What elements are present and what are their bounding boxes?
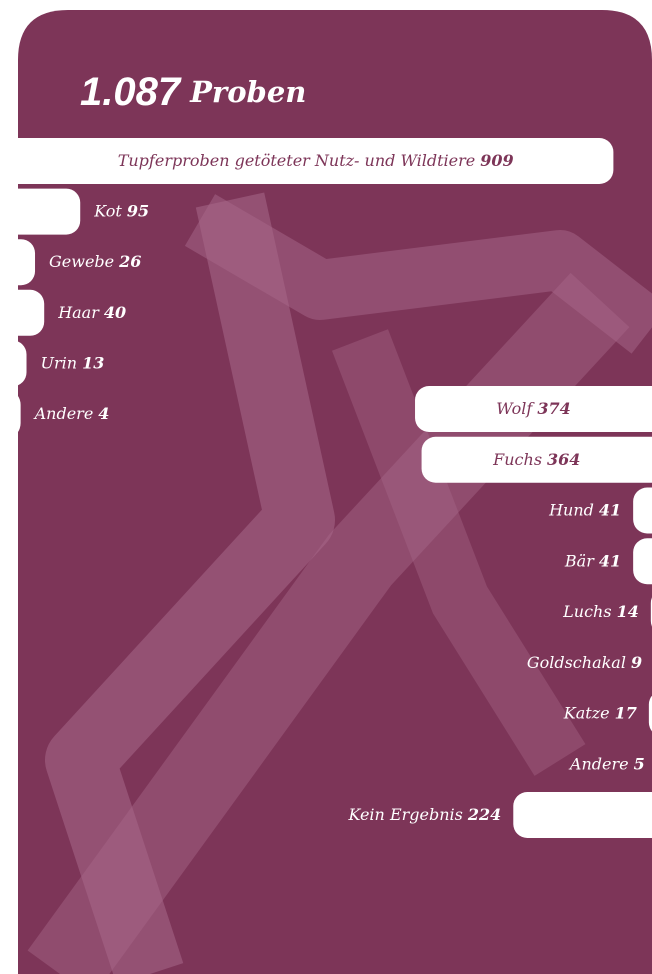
value-label: 14 <box>617 602 639 621</box>
bar-label: Fuchs 364 <box>492 449 580 468</box>
infographic: 1.087 Proben Tupferproben getöteter Nutz… <box>0 0 652 974</box>
category-label: Kot <box>93 201 122 220</box>
value-label: 909 <box>480 151 513 170</box>
bar <box>0 239 35 285</box>
bar <box>0 340 27 386</box>
category-label: Fuchs <box>492 449 542 468</box>
bar-label: Andere 5 <box>568 754 645 773</box>
bar <box>633 488 652 534</box>
value-label: 224 <box>467 805 501 824</box>
value-label: 364 <box>547 449 580 468</box>
total: 1.087 <box>80 70 182 114</box>
category-label: Tupferproben getöteter Nutz- und Wildtie… <box>118 151 476 170</box>
bar <box>0 290 44 336</box>
bar <box>513 792 652 838</box>
category-label: Goldschakal <box>527 652 626 671</box>
category-label: Luchs <box>562 602 611 621</box>
bar-label: Katze 17 <box>563 703 637 722</box>
category-label: Katze <box>563 703 610 722</box>
bar-label: Goldschakal 9 <box>527 652 642 671</box>
value-label: 4 <box>98 404 109 423</box>
value-label: 5 <box>634 754 645 773</box>
value-label: 40 <box>104 302 126 321</box>
category-label: Andere <box>33 404 94 423</box>
value-label: 41 <box>599 500 621 519</box>
bar <box>415 386 652 432</box>
value-label: 26 <box>118 252 141 271</box>
title: 1.087 Proben <box>80 70 306 114</box>
value-label: 9 <box>631 652 642 671</box>
value-label: 41 <box>599 551 621 570</box>
category-label: Hund <box>548 500 594 519</box>
category-label: Kein Ergebnis <box>347 805 462 824</box>
value-label: 374 <box>537 399 570 418</box>
category-label: Urin <box>41 353 78 372</box>
category-label: Wolf <box>496 399 535 418</box>
bar <box>0 391 21 437</box>
page: 1.087 Proben Tupferproben getöteter Nutz… <box>0 0 652 974</box>
bar-label: Tupferproben getöteter Nutz- und Wildtie… <box>118 151 514 170</box>
category-label: Gewebe <box>49 252 114 271</box>
bar <box>633 538 652 584</box>
category-label: Andere <box>568 754 629 773</box>
bar-label: Kot 95 <box>93 201 149 220</box>
category-label: Haar <box>57 302 100 321</box>
bar-label: Hund 41 <box>548 500 621 519</box>
unit: Proben <box>189 75 306 109</box>
bar-label: Kein Ergebnis 224 <box>347 805 501 824</box>
value-label: 95 <box>127 201 149 220</box>
bar-label: Luchs 14 <box>562 602 639 621</box>
category-label: Bär <box>564 551 595 570</box>
value-label: 13 <box>82 353 104 372</box>
value-label: 17 <box>615 703 637 722</box>
bar <box>0 189 80 235</box>
